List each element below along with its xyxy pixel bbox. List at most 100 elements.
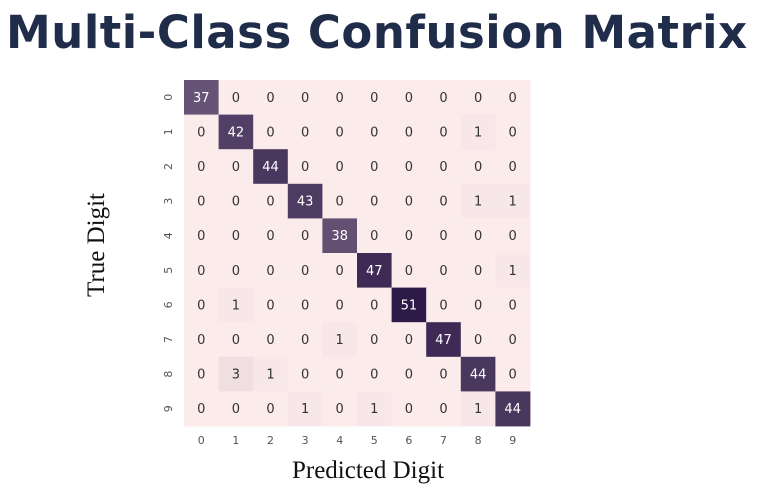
- heatmap-cell-value-0-0: 37: [193, 91, 210, 106]
- x-tick-label-9: 9: [509, 434, 516, 447]
- heatmap-cell-4-3: [287, 218, 323, 254]
- x-tick-label-0: 0: [198, 434, 205, 447]
- heatmap-cell-value-6-8: 0: [474, 298, 482, 313]
- heatmap-cell-8-3: [287, 356, 323, 392]
- heatmap-cell-4-4: [322, 218, 358, 254]
- heatmap-cell-value-9-8: 1: [474, 402, 482, 417]
- x-tick-label-5: 5: [371, 434, 378, 447]
- heatmap-cell-value-6-2: 0: [266, 298, 274, 313]
- heatmap-cell-9-0: [184, 391, 219, 427]
- heatmap-cell-5-2: [253, 253, 289, 288]
- heatmap-cell-9-1: [218, 391, 254, 427]
- heatmap-cell-value-3-7: 0: [439, 195, 447, 210]
- heatmap-cell-value-1-7: 0: [439, 125, 447, 140]
- heatmap-cell-value-4-2: 0: [266, 229, 274, 244]
- heatmap-cell-6-8: [460, 287, 496, 323]
- heatmap-cell-7-9: [495, 322, 531, 358]
- y-tick-label-3: 3: [162, 198, 175, 205]
- heatmap-cell-7-2: [253, 322, 289, 358]
- heatmap-cell-3-8: [460, 183, 496, 219]
- heatmap-cell-7-6: [391, 322, 427, 358]
- heatmap-cell-value-0-9: 0: [509, 91, 517, 106]
- heatmap-cell-value-3-0: 0: [197, 195, 205, 210]
- heatmap-cell-value-5-3: 0: [301, 264, 309, 279]
- heatmap-cell-7-4: [322, 322, 358, 358]
- heatmap-cell-value-9-2: 0: [266, 402, 274, 417]
- heatmap-cell-9-4: [322, 391, 358, 427]
- heatmap-cell-6-2: [253, 287, 289, 323]
- heatmap-cell-value-1-3: 0: [301, 125, 309, 140]
- heatmap-cell-value-1-2: 0: [266, 125, 274, 140]
- heatmap-cell-8-9: [495, 356, 531, 392]
- heatmap-cell-value-5-2: 0: [266, 264, 274, 279]
- heatmap-cell-8-2: [253, 356, 289, 392]
- heatmap-cell-4-8: [460, 218, 496, 254]
- heatmap-cell-6-9: [495, 287, 531, 323]
- y-tick-label-9: 9: [162, 405, 175, 412]
- heatmap-cell-value-0-4: 0: [336, 91, 344, 106]
- heatmap-cell-6-1: [218, 287, 254, 323]
- heatmap-cell-value-7-6: 0: [405, 333, 413, 348]
- heatmap-cell-value-8-2: 1: [266, 368, 274, 383]
- heatmap-cell-value-5-6: 0: [405, 264, 413, 279]
- heatmap-cell-value-1-9: 0: [509, 125, 517, 140]
- y-tick-label-5: 5: [162, 267, 175, 274]
- heatmap-cell-8-5: [357, 356, 392, 392]
- heatmap-cell-value-3-9: 1: [509, 195, 517, 210]
- heatmap-cell-value-9-9: 44: [504, 402, 521, 417]
- heatmap-cell-value-3-2: 0: [266, 195, 274, 210]
- heatmap-cell-value-7-7: 47: [435, 333, 452, 348]
- heatmap-cell-value-6-1: 1: [232, 298, 240, 313]
- heatmap-cell-value-4-8: 0: [474, 229, 482, 244]
- heatmap-cell-value-5-8: 0: [474, 264, 482, 279]
- heatmap-cell-value-9-7: 0: [439, 402, 447, 417]
- heatmap-cell-value-1-1: 42: [228, 125, 245, 140]
- heatmap-cell-9-5: [357, 391, 392, 427]
- heatmap-cell-value-7-8: 0: [474, 333, 482, 348]
- heatmap-cell-value-7-5: 0: [370, 333, 378, 348]
- heatmap-cell-value-8-4: 0: [336, 368, 344, 383]
- heatmap-cell-1-0: [184, 114, 219, 150]
- heatmap-cell-3-5: [357, 183, 392, 219]
- heatmap-cell-value-7-2: 0: [266, 333, 274, 348]
- heatmap-cell-3-6: [391, 183, 427, 219]
- heatmap-cell-7-3: [287, 322, 323, 358]
- x-tick-labels: 0 1 2 3 4 5 6 7 8 9: [198, 434, 516, 447]
- heatmap-cell-value-8-0: 0: [197, 368, 205, 383]
- y-tick-label-7: 7: [162, 336, 175, 343]
- heatmap-cell-value-2-6: 0: [405, 160, 413, 175]
- heatmap-cell-5-7: [426, 253, 462, 288]
- heatmap-cell-value-0-8: 0: [474, 91, 482, 106]
- heatmap-cell-1-3: [287, 114, 323, 150]
- heatmap-cell-7-7: [426, 322, 462, 358]
- heatmap-cell-2-0: [184, 149, 219, 185]
- x-tick-label-7: 7: [440, 434, 447, 447]
- heatmap-cell-1-8: [460, 114, 496, 150]
- heatmap-cell-4-0: [184, 218, 219, 254]
- heatmap-cell-5-1: [218, 253, 254, 288]
- heatmap-cell-0-5: [357, 80, 392, 115]
- heatmap-cell-value-2-2: 44: [262, 160, 279, 175]
- heatmap-cell-value-5-4: 0: [336, 264, 344, 279]
- heatmap-cell-7-1: [218, 322, 254, 358]
- x-tick-label-4: 4: [336, 434, 343, 447]
- heatmap-cell-6-7: [426, 287, 462, 323]
- heatmap-cell-0-9: [495, 80, 531, 115]
- heatmap-cell-2-1: [218, 149, 254, 185]
- heatmap-cell-5-5: [357, 253, 392, 288]
- y-tick-label-1: 1: [162, 128, 175, 135]
- y-tick-labels: 0 1 2 3 4 5 6 7 8 9: [162, 94, 175, 412]
- heatmap-cell-value-6-4: 0: [336, 298, 344, 313]
- heatmap-cell-9-2: [253, 391, 289, 427]
- heatmap-cell-3-3: [287, 183, 323, 219]
- x-tick-label-1: 1: [232, 434, 239, 447]
- heatmap-cell-2-5: [357, 149, 392, 185]
- heatmap-cell-value-9-5: 1: [370, 402, 378, 417]
- heatmap-cell-value-8-7: 0: [439, 368, 447, 383]
- heatmap-cell-5-3: [287, 253, 323, 288]
- heatmap-cell-0-3: [287, 80, 323, 115]
- heatmap-cell-value-9-4: 0: [336, 402, 344, 417]
- heatmap-cell-7-8: [460, 322, 496, 358]
- heatmap-cell-value-7-0: 0: [197, 333, 205, 348]
- heatmap-cell-value-4-9: 0: [509, 229, 517, 244]
